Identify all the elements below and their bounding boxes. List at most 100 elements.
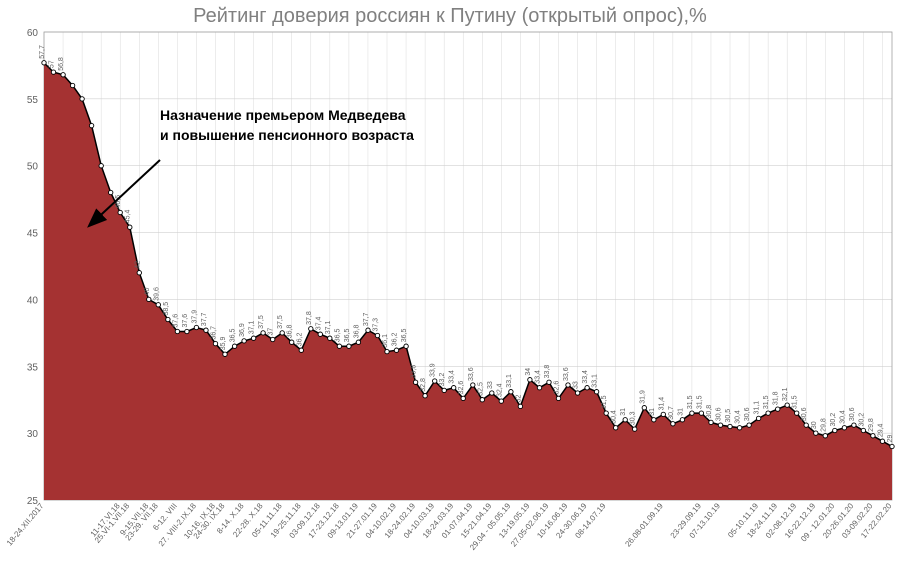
value-label: 33,6 [563, 367, 570, 381]
value-label: 31 [649, 408, 656, 416]
chart-svg: 2530354045505560ВЦИОМ © burckina-new.liv… [0, 0, 900, 584]
value-label: 29,8 [868, 418, 875, 432]
value-label: 57 [49, 60, 56, 68]
value-label: 30,3 [630, 411, 637, 425]
data-marker [776, 407, 780, 411]
data-marker [223, 352, 227, 356]
data-marker [585, 386, 589, 390]
value-label: 30,6 [744, 407, 751, 421]
data-marker [842, 426, 846, 430]
value-label: 36,5 [344, 328, 351, 342]
data-marker [385, 349, 389, 353]
data-marker [280, 331, 284, 335]
data-marker [242, 339, 246, 343]
value-label: 30 [811, 421, 818, 429]
data-marker [232, 344, 236, 348]
data-marker [690, 411, 694, 415]
data-marker [490, 391, 494, 395]
data-marker [871, 434, 875, 438]
data-marker [728, 424, 732, 428]
value-label: 33 [573, 381, 580, 389]
value-label: 37,4 [315, 316, 322, 330]
value-label: 31,1 [754, 401, 761, 415]
value-label: 33,1 [592, 374, 599, 388]
data-marker [575, 391, 579, 395]
data-marker [680, 418, 684, 422]
value-label: 33,4 [534, 370, 541, 384]
data-marker [356, 340, 360, 344]
value-label: 56,8 [58, 57, 65, 71]
data-marker [318, 332, 322, 336]
data-marker [137, 271, 141, 275]
data-marker [547, 380, 551, 384]
value-label: 37,7 [363, 312, 370, 326]
value-label: 35,9 [220, 337, 227, 351]
value-label: 33,6 [468, 367, 475, 381]
value-label: 30,7 [668, 406, 675, 420]
data-marker [699, 411, 703, 415]
data-marker [194, 325, 198, 329]
value-label: 39,6 [153, 287, 160, 301]
data-marker [804, 423, 808, 427]
value-label: 33,4 [582, 370, 589, 384]
y-tick-label: 55 [27, 95, 39, 106]
data-marker [709, 420, 713, 424]
value-label: 29,8 [820, 418, 827, 432]
data-marker [833, 428, 837, 432]
value-label: 37,7 [201, 312, 208, 326]
data-marker [566, 383, 570, 387]
data-marker [785, 403, 789, 407]
value-label: 30,5 [725, 409, 732, 423]
data-marker [375, 333, 379, 337]
data-marker [175, 329, 179, 333]
data-marker [737, 426, 741, 430]
chart-container: 2530354045505560ВЦИОМ © burckina-new.liv… [0, 0, 900, 584]
data-marker [471, 383, 475, 387]
value-label: 38,5 [163, 302, 170, 316]
data-marker [633, 427, 637, 431]
data-marker [880, 439, 884, 443]
chart-title: Рейтинг доверия россиян к Путину (открыт… [193, 5, 707, 27]
data-marker [328, 336, 332, 340]
value-label: 30,6 [849, 407, 856, 421]
data-marker [604, 411, 608, 415]
data-marker [433, 379, 437, 383]
value-label: 31,4 [658, 397, 665, 411]
value-label: 32,5 [477, 382, 484, 396]
data-marker [290, 340, 294, 344]
value-label: 30,6 [715, 407, 722, 421]
data-marker [61, 73, 65, 77]
data-marker [814, 431, 818, 435]
value-label: 45,4 [125, 209, 132, 223]
data-marker [756, 416, 760, 420]
data-marker [99, 164, 103, 168]
data-marker [204, 328, 208, 332]
value-label: 30,8 [706, 405, 713, 419]
y-tick-label: 45 [27, 229, 39, 240]
value-label: 31,9 [639, 390, 646, 404]
data-marker [347, 344, 351, 348]
value-label: 36,5 [334, 328, 341, 342]
data-marker [89, 123, 93, 127]
value-label: 37,6 [182, 314, 189, 328]
data-marker [251, 336, 255, 340]
value-label: 32,8 [420, 378, 427, 392]
value-label: 32,6 [554, 381, 561, 395]
data-marker [337, 344, 341, 348]
value-label: 37,5 [277, 315, 284, 329]
value-label: 31 [677, 408, 684, 416]
data-marker [156, 303, 160, 307]
y-tick-label: 40 [27, 295, 39, 306]
annotation-line2: и повышение пенсионного возраста [160, 127, 414, 143]
value-label: 42 [134, 261, 141, 269]
data-marker [766, 411, 770, 415]
value-label: 36,5 [230, 328, 237, 342]
value-label: 31,5 [687, 395, 694, 409]
data-marker [661, 412, 665, 416]
data-marker [461, 396, 465, 400]
value-label: 33 [487, 381, 494, 389]
data-marker [442, 388, 446, 392]
data-marker [42, 61, 46, 65]
data-marker [299, 348, 303, 352]
data-marker [556, 396, 560, 400]
